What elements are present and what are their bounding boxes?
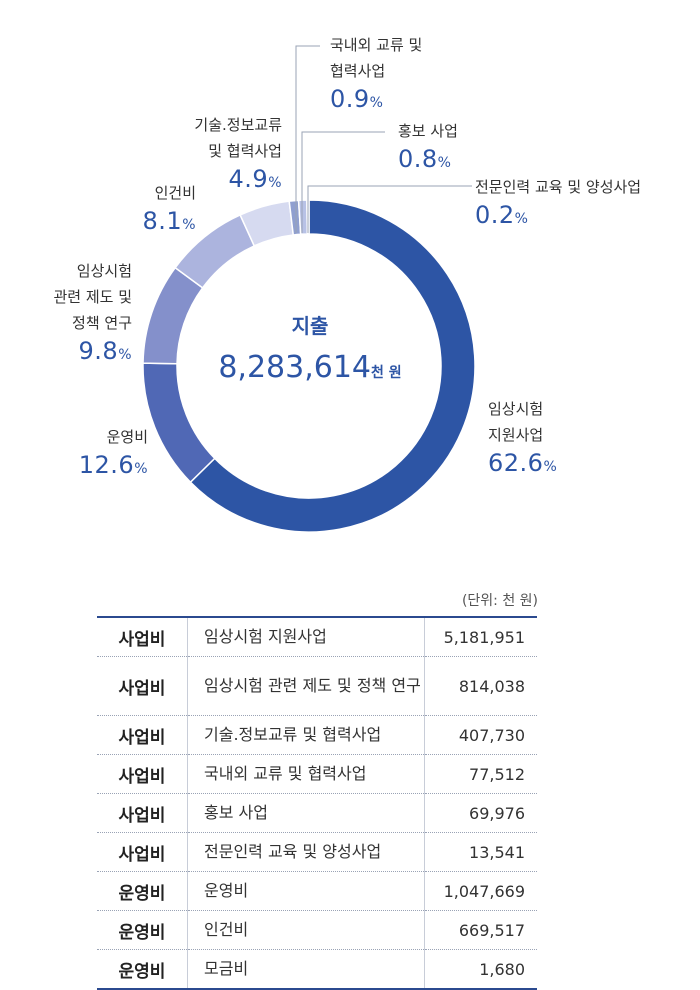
category-cell: 운영비 (97, 871, 188, 911)
category-cell: 사업비 (97, 754, 188, 794)
label-text: 국내외 교류 및 (330, 36, 423, 54)
amount-cell: 1,680 (479, 959, 525, 979)
label-percent: 4.9% (228, 165, 282, 193)
label-operating: 운영비 12.6% (40, 424, 148, 484)
category-cell: 사업비 (97, 715, 188, 755)
label-text: 인건비 (154, 184, 196, 202)
table-row: 사업비 국내외 교류 및 협력사업 77,512 (97, 754, 537, 794)
label-text: 정책 연구 (72, 314, 132, 332)
table-row: 사업비 임상시험 관련 제도 및 정책 연구 814,038 (97, 656, 537, 716)
total-unit: 천 원 (371, 365, 402, 381)
amount-cell: 1,047,669 (443, 881, 525, 901)
label-percent: 0.9% (330, 85, 384, 113)
total-value: 8,283,614 (218, 350, 372, 385)
item-cell: 임상시험 지원사업 (187, 617, 425, 657)
amount-cell: 407,730 (458, 725, 525, 745)
label-domestic-intl: 국내외 교류 및 협력사업 0.9% (330, 32, 422, 118)
table-row: 사업비 홍보 사업 69,976 (97, 793, 537, 833)
donut-chart (142, 45, 476, 533)
category-cell: 사업비 (97, 656, 188, 716)
label-policy: 임상시험 관련 제도 및 정책 연구 9.8% (10, 258, 132, 370)
amount-cell: 814,038 (458, 676, 525, 696)
category-cell: 사업비 (97, 793, 188, 833)
label-text: 임상시험 (488, 400, 544, 418)
label-text: 운영비 (106, 428, 148, 446)
category-cell: 운영비 (97, 910, 188, 950)
table-row: 운영비 운영비 1,047,669 (97, 871, 537, 911)
item-cell: 국내외 교류 및 협력사업 (187, 754, 425, 794)
label-text: 지원사업 (488, 426, 544, 444)
amount-cell: 77,512 (469, 764, 525, 784)
table-row: 사업비 임상시험 지원사업 5,181,951 (97, 617, 537, 657)
donut-slice-1 (189, 199, 476, 533)
amount-cell: 5,181,951 (443, 627, 525, 647)
amount-cell: 669,517 (458, 920, 525, 940)
leader-line-pr (301, 131, 385, 233)
item-cell: 인건비 (187, 910, 425, 950)
label-tech-exchange: 기술.정보교류 및 협력사업 4.9% (170, 112, 282, 198)
label-text: 전문인력 교육 및 양성사업 (475, 178, 642, 196)
label-text: 홍보 사업 (398, 122, 458, 140)
expense-table: 사업비 임상시험 지원사업 5,181,951 사업비 임상시험 관련 제도 및 정책 … (97, 616, 537, 990)
item-cell: 기술.정보교류 및 협력사업 (187, 715, 425, 755)
table-row: 사업비 전문인력 교육 및 양성사업 13,541 (97, 832, 537, 872)
category-cell: 사업비 (97, 832, 188, 872)
label-percent: 0.8% (398, 145, 452, 173)
item-cell: 전문인력 교육 및 양성사업 (187, 832, 425, 872)
item-cell: 모금비 (187, 949, 425, 989)
label-percent: 62.6% (488, 449, 558, 477)
leader-line-domestic-intl (295, 45, 320, 233)
category-cell: 사업비 (97, 617, 188, 657)
table-row: 사업비 기술.정보교류 및 협력사업 407,730 (97, 715, 537, 755)
label-text: 협력사업 (330, 62, 386, 80)
table-row: 운영비 모금비 1,680 (97, 949, 537, 989)
label-pr: 홍보 사업 0.8% (398, 118, 458, 178)
table-row: 운영비 인건비 669,517 (97, 910, 537, 950)
label-text: 기술.정보교류 (194, 116, 282, 134)
leader-line-training (307, 185, 472, 233)
label-text: 임상시험 (76, 262, 132, 280)
label-clinical-support: 임상시험 지원사업 62.6% (488, 396, 557, 482)
label-percent: 8.1% (142, 207, 196, 235)
label-training: 전문인력 교육 및 양성사업 0.2% (475, 174, 641, 234)
label-percent: 0.2% (475, 201, 529, 229)
chart-total: 8,283,614천 원 (200, 350, 420, 385)
label-text: 관련 제도 및 (53, 288, 132, 306)
category-cell: 운영비 (97, 949, 188, 989)
item-cell: 홍보 사업 (187, 793, 425, 833)
chart-title: 지출 (291, 314, 329, 338)
item-cell: 임상시험 관련 제도 및 정책 연구 (187, 656, 425, 716)
amount-cell: 69,976 (469, 803, 525, 823)
label-percent: 12.6% (78, 451, 148, 479)
label-percent: 9.8% (78, 337, 132, 365)
item-cell: 운영비 (187, 871, 425, 911)
label-personnel: 인건비 8.1% (100, 180, 196, 240)
label-text: 및 협력사업 (208, 142, 282, 160)
amount-cell: 13,541 (469, 842, 525, 862)
donut-slice-7 (297, 199, 309, 236)
unit-note: (단위: 천 원) (461, 593, 538, 609)
